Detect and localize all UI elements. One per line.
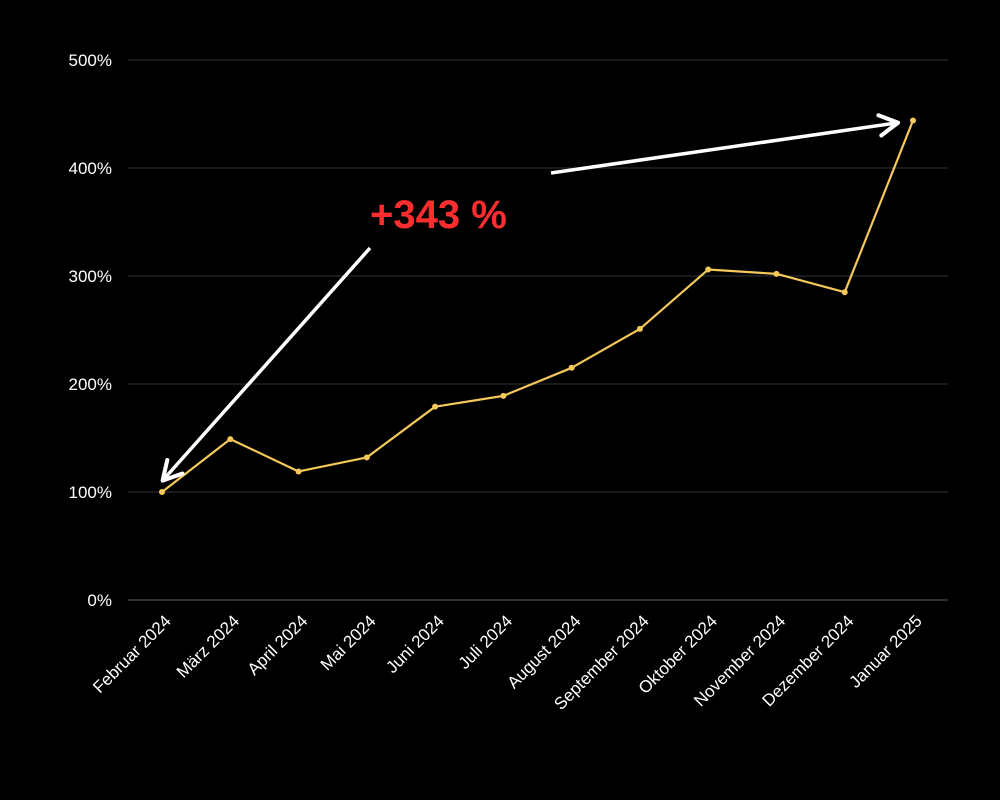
arrow-to-end (550, 113, 901, 175)
data-point (159, 489, 165, 495)
x-tick-label: Februar 2024 (89, 611, 175, 697)
data-point (432, 403, 439, 410)
data-point (773, 270, 780, 277)
arrow-to-start (160, 246, 372, 483)
data-point (295, 468, 302, 475)
x-tick-label: April 2024 (244, 611, 312, 679)
x-tick-label: März 2024 (173, 611, 243, 681)
x-tick-label: Mai 2024 (317, 611, 380, 674)
annotation: +343 % (160, 113, 901, 483)
series-line (161, 120, 915, 493)
data-point (568, 364, 575, 371)
data-point (841, 289, 848, 296)
data-point (910, 117, 916, 124)
y-axis-ticks: 0% 100% 200% 300% 400% 500% (69, 51, 112, 610)
x-tick-label: Januar 2025 (846, 611, 926, 691)
growth-annotation: +343 % (370, 193, 507, 237)
data-point (363, 454, 370, 461)
data-point (705, 266, 712, 273)
x-tick-label: Juli 2024 (455, 611, 517, 673)
data-point (636, 325, 643, 332)
y-tick-label: 500% (69, 51, 112, 70)
data-point (500, 392, 507, 399)
data-point (227, 436, 234, 443)
series (159, 117, 916, 495)
y-tick-label: 300% (69, 267, 112, 286)
y-tick-label: 0% (87, 591, 112, 610)
x-tick-label: Juni 2024 (382, 611, 448, 677)
y-tick-label: 200% (69, 375, 112, 394)
y-tick-label: 100% (69, 483, 112, 502)
gridlines (128, 59, 948, 601)
y-tick-label: 400% (69, 159, 112, 178)
